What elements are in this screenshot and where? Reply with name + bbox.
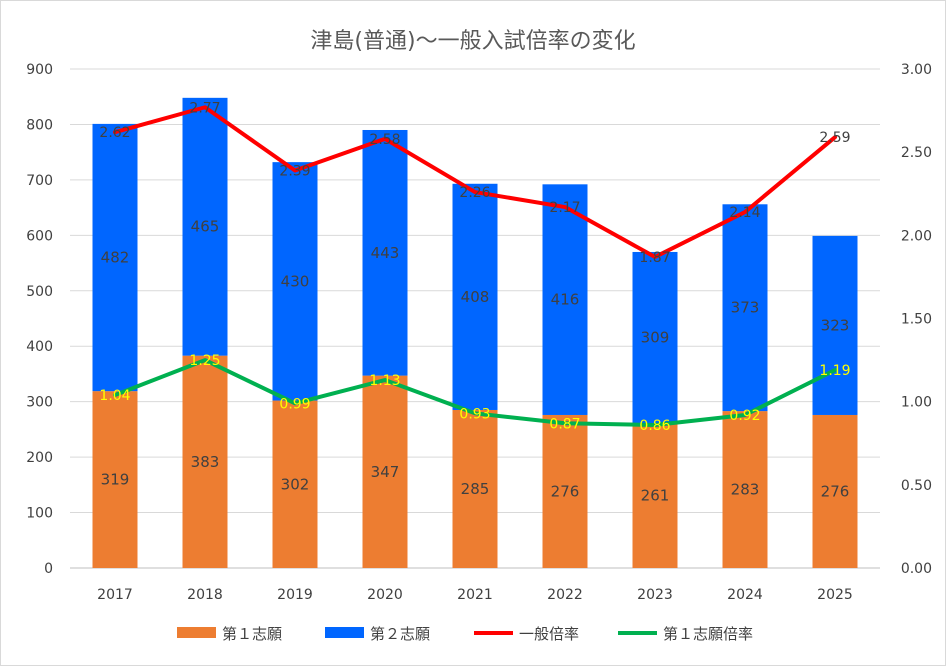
bar-label-first-choice: 302 [281, 475, 310, 493]
right-tick-label: 2.50 [901, 145, 932, 161]
bar-first-choice [272, 400, 318, 568]
bar-second-choice [362, 129, 408, 376]
bar-labels: 319 383 302 347 285 276 261 283 276 482 465 430 443 4… [101, 218, 850, 505]
x-tick-label: 2025 [817, 587, 853, 603]
left-tick-label: 800 [26, 117, 53, 133]
rate-label-general: 2.59 [819, 130, 850, 146]
left-tick-label: 400 [26, 339, 53, 355]
left-tick-label: 300 [26, 395, 53, 411]
legend: 第１志願 第２志願 一般倍率 第１志願倍率 [177, 625, 753, 643]
bar-label-first-choice: 347 [371, 463, 400, 481]
right-tick-label: 3.00 [901, 62, 932, 78]
bar-label-first-choice: 383 [191, 453, 220, 471]
x-tick-label: 2022 [547, 587, 583, 603]
bar-label-first-choice: 285 [461, 480, 490, 498]
bar-label-first-choice: 319 [101, 471, 130, 489]
bar-label-second-choice: 465 [191, 218, 220, 236]
left-tick-label: 0 [44, 561, 53, 577]
right-tick-label: 2.00 [901, 228, 932, 244]
line-first-choice-rate [113, 358, 837, 427]
rate-label-first-choice: 1.13 [369, 373, 400, 389]
rate-label-first-choice: 1.04 [99, 388, 130, 404]
right-tick-label: 0.00 [901, 561, 932, 577]
x-tick-label: 2024 [727, 587, 763, 603]
bar-second-choice [722, 204, 768, 412]
bar-label-second-choice: 373 [731, 299, 760, 317]
bar-second-choice [542, 184, 588, 415]
bar-label-first-choice: 276 [821, 482, 850, 500]
bar-label-second-choice: 309 [641, 329, 670, 347]
bar-second-choice [632, 251, 678, 424]
rate-label-first-choice: 0.86 [639, 418, 670, 434]
rate-label-general: 2.26 [459, 185, 490, 201]
bar-first-choice [812, 414, 858, 568]
rate-label-general: 2.14 [729, 205, 760, 221]
bar-first-choice [362, 375, 408, 568]
x-tick-label: 2021 [457, 587, 493, 603]
bar-first-choice [452, 409, 498, 568]
bar-second-choice [272, 162, 318, 401]
left-tick-label: 600 [26, 228, 53, 244]
bar-label-second-choice: 416 [551, 291, 580, 309]
rate-label-general: 2.58 [369, 132, 400, 148]
legend-label: 第１志願倍率 [663, 625, 753, 643]
rate-label-first-choice: 0.99 [279, 396, 310, 412]
bar-first-choice [92, 391, 138, 568]
bar-label-second-choice: 430 [281, 272, 310, 290]
left-tick-label: 900 [26, 62, 53, 78]
bar-label-first-choice: 261 [641, 487, 670, 505]
legend-label: 第１志願 [222, 625, 282, 643]
bar-second-choice [452, 183, 498, 410]
left-tick-label: 200 [26, 450, 53, 466]
right-tick-label: 1.50 [901, 312, 932, 328]
right-axis: 0.00 0.50 1.00 1.50 2.00 2.50 3.00 [901, 62, 932, 577]
left-tick-label: 700 [26, 173, 53, 189]
bars [92, 97, 858, 568]
legend-label: 一般倍率 [519, 625, 579, 643]
bar-first-choice [182, 355, 228, 568]
left-tick-label: 100 [26, 506, 53, 522]
chart-title: 津島(普通)～一般入試倍率の変化 [310, 29, 635, 54]
bar-label-first-choice: 283 [731, 481, 760, 499]
legend-swatch-second-choice [325, 627, 364, 638]
line-labels: 2.62 2.77 2.39 2.58 2.26 2.17 1.87 2.14 2.59 1.04… [99, 100, 850, 434]
rate-label-first-choice: 0.87 [549, 416, 580, 432]
x-tick-label: 2019 [277, 587, 313, 603]
bar-second-choice [812, 235, 858, 415]
bar-label-first-choice: 276 [551, 482, 580, 500]
rate-label-first-choice: 1.19 [819, 363, 850, 379]
legend-swatch-first-choice [177, 627, 216, 638]
right-tick-label: 1.00 [901, 395, 932, 411]
rate-label-general: 2.39 [279, 163, 310, 179]
bar-first-choice [542, 414, 588, 568]
bar-label-second-choice: 408 [461, 288, 490, 306]
legend-label: 第２志願 [370, 625, 430, 643]
bar-label-second-choice: 323 [821, 316, 850, 334]
x-tick-label: 2017 [97, 587, 133, 603]
rate-label-general: 2.62 [99, 125, 130, 141]
rate-label-first-choice: 0.92 [729, 408, 760, 424]
rate-label-first-choice: 1.25 [189, 353, 220, 369]
bar-first-choice [632, 423, 678, 568]
rate-label-first-choice: 0.93 [459, 406, 490, 422]
rate-label-general: 2.77 [189, 100, 220, 116]
x-axis: 2017 2018 2019 2020 2021 2022 2023 2024 2025 [97, 587, 853, 603]
bar-first-choice [722, 411, 768, 568]
rate-label-general: 2.17 [549, 200, 580, 216]
bar-label-second-choice: 443 [371, 244, 400, 262]
lines [113, 105, 837, 427]
bar-second-choice [92, 123, 138, 392]
x-tick-label: 2018 [187, 587, 223, 603]
line-general-rate [113, 105, 837, 259]
left-tick-label: 500 [26, 284, 53, 300]
x-tick-label: 2020 [367, 587, 403, 603]
bar-second-choice [182, 97, 228, 356]
rate-label-general: 1.87 [639, 250, 670, 266]
right-tick-label: 0.50 [901, 478, 932, 494]
bar-label-second-choice: 482 [101, 249, 130, 267]
left-axis: 0 100 200 300 400 500 600 700 800 900 [26, 62, 53, 577]
x-tick-label: 2023 [637, 587, 673, 603]
